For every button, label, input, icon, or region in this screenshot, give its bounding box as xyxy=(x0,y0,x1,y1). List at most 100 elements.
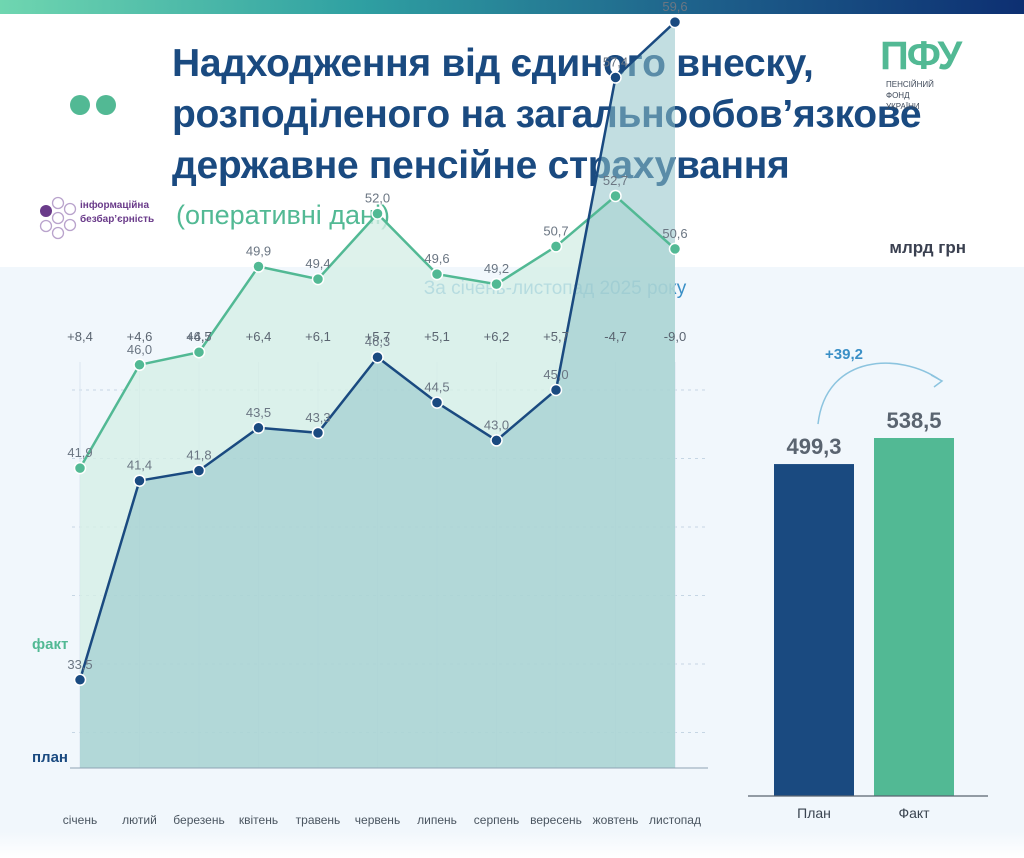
plan-data-label: 46,3 xyxy=(365,334,390,349)
month-label: червень xyxy=(355,813,400,827)
title-line: державне пенсійне страхування xyxy=(172,144,790,187)
plan-point xyxy=(609,71,622,84)
fact-point xyxy=(73,461,87,475)
fact-data-label: 52,7 xyxy=(603,173,628,188)
difference-label: -9,0 xyxy=(664,329,686,344)
unit-label: млрд грн xyxy=(889,238,966,257)
difference-label: +6,1 xyxy=(305,329,331,344)
fact-point xyxy=(609,189,622,203)
plan-data-label: 43,5 xyxy=(246,405,271,420)
badge-text-line: безбар’єрність xyxy=(80,214,155,225)
fact-data-label: 50,7 xyxy=(543,223,568,238)
badge-text-line: інформаційна xyxy=(80,200,150,211)
difference-label: +4,7 xyxy=(186,329,212,344)
plan-area xyxy=(80,22,675,769)
fact-point xyxy=(430,267,444,281)
logo-text: ПЕНСІЙНИЙ ФОНД УКРАЇНИ xyxy=(886,79,946,112)
difference-label: +5,7 xyxy=(365,329,391,344)
fact-bar xyxy=(874,438,954,796)
plan-data-label: 41,8 xyxy=(186,448,211,463)
fact-data-label: 52,0 xyxy=(365,191,390,206)
fact-point xyxy=(668,242,682,256)
month-label: жовтень xyxy=(593,813,639,827)
fact-data-label: 49,4 xyxy=(305,256,330,271)
plan-point xyxy=(311,426,325,440)
plan-data-label: 33,5 xyxy=(67,657,92,672)
fact-point xyxy=(252,260,265,273)
difference-label: +6,2 xyxy=(484,329,510,344)
fact-point xyxy=(133,358,146,372)
fact-point xyxy=(371,207,384,220)
plan-point xyxy=(371,350,384,364)
bar-value-label: 538,5 xyxy=(886,408,941,433)
month-label: вересень xyxy=(530,813,582,827)
fact-data-label: 46,0 xyxy=(127,342,152,357)
plan-bar xyxy=(774,464,854,796)
pfu-logo: ПФУ ПЕНСІЙНИЙ ФОНД УКРАЇНИ xyxy=(880,36,1024,112)
badge-text: інформаційна безбар’єрність xyxy=(80,199,180,227)
plan-data-label: 59,6 xyxy=(662,0,687,14)
accessibility-badge: інформаційна безбар’єрність xyxy=(38,196,154,245)
difference-label: +5,1 xyxy=(424,329,450,344)
plan-data-label: 45,0 xyxy=(543,367,568,382)
bar-difference-label: +39,2 xyxy=(825,346,863,363)
difference-label: +8,4 xyxy=(67,329,93,344)
logo-text-line: УКРАЇНИ xyxy=(886,102,920,111)
logo-text-line: ФОНД xyxy=(886,91,910,100)
difference-arrow xyxy=(817,362,941,425)
plan-point xyxy=(668,15,682,29)
plan-data-label: 43,3 xyxy=(305,410,330,425)
month-label: липень xyxy=(417,813,457,827)
fact-point xyxy=(311,272,325,286)
month-label: січень xyxy=(63,813,97,827)
plan-point xyxy=(430,396,444,409)
page-subtitle: (оперативні дані) xyxy=(176,200,390,230)
fact-data-label: 50,6 xyxy=(662,226,687,241)
month-label: серпень xyxy=(474,813,519,827)
bar-value-label: 499,3 xyxy=(786,434,841,459)
plan-data-label: 44,5 xyxy=(424,380,449,395)
decorative-dots xyxy=(70,95,122,120)
bar-category-label: План xyxy=(797,805,831,821)
month-label: листопад xyxy=(649,813,701,827)
difference-label: +4,6 xyxy=(127,329,153,344)
difference-label: +5,7 xyxy=(543,329,569,344)
fact-data-label: 49,2 xyxy=(484,261,509,276)
month-label: березень xyxy=(173,813,224,827)
legend-plan: план xyxy=(32,749,68,766)
legend-fact: факт xyxy=(32,636,68,653)
title-line: Надходження від єдиного внеску, xyxy=(172,42,814,85)
plan-point xyxy=(133,474,146,487)
plan-point xyxy=(252,421,265,435)
dot-icon xyxy=(70,95,90,115)
page-title: Надходження від єдиного внеску, розподіл… xyxy=(172,38,972,191)
plan-data-label: 57,4 xyxy=(603,55,628,70)
arrow-head-icon xyxy=(930,374,944,388)
fact-data-label: 49,6 xyxy=(424,251,449,266)
fact-point xyxy=(549,240,563,253)
plan-data-label: 43,0 xyxy=(484,417,509,432)
plan-point xyxy=(549,383,563,397)
plan-data-label: 41,4 xyxy=(127,458,152,473)
top-gradient-bar xyxy=(0,0,1024,14)
chart-panel-fade xyxy=(0,832,1024,858)
fact-data-label: 41,9 xyxy=(67,445,92,460)
fact-data-label: 49,9 xyxy=(246,244,271,259)
title-line: розподіленого на загальнообов’язкове xyxy=(172,93,922,136)
month-label: квітень xyxy=(239,813,278,827)
month-label: лютий xyxy=(122,813,157,827)
fact-point xyxy=(490,277,503,291)
plan-point xyxy=(490,434,503,447)
fact-point xyxy=(192,345,206,359)
plan-point xyxy=(73,673,87,687)
difference-label: +6,4 xyxy=(246,329,272,344)
dot-icon xyxy=(96,95,116,115)
bar-category-label: Факт xyxy=(898,805,930,821)
logo-text-line: ПЕНСІЙНИЙ xyxy=(886,80,934,89)
difference-label: -4,7 xyxy=(604,329,626,344)
fact-data-label: 46,5 xyxy=(186,329,211,344)
plan-point xyxy=(192,464,206,477)
month-label: травень xyxy=(296,813,341,827)
logo-mark: ПФУ xyxy=(880,34,962,78)
